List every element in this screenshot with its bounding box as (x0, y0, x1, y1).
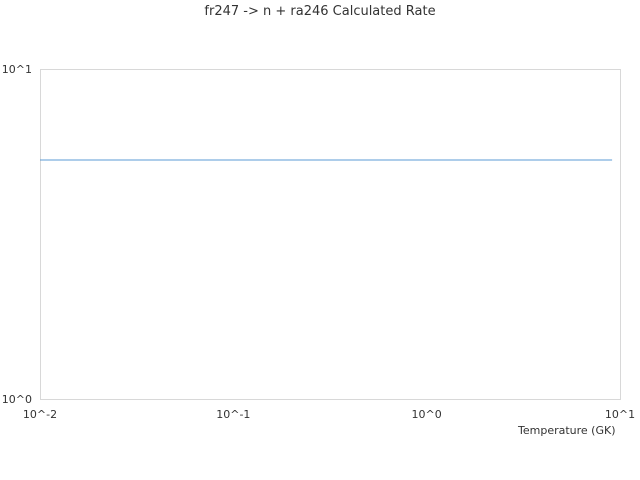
x-tick-label: 10^0 (412, 408, 442, 421)
x-tick-label: 10^-1 (216, 408, 250, 421)
x-axis-label: Temperature (GK) (518, 424, 616, 437)
x-tick-label: 10^-2 (23, 408, 57, 421)
y-tick-label: 10^0 (2, 393, 32, 406)
x-tick-label: 10^1 (605, 408, 635, 421)
y-tick-label: 10^1 (2, 63, 32, 76)
chart-title: fr247 -> n + ra246 Calculated Rate (204, 4, 436, 19)
plot-area (40, 69, 621, 400)
